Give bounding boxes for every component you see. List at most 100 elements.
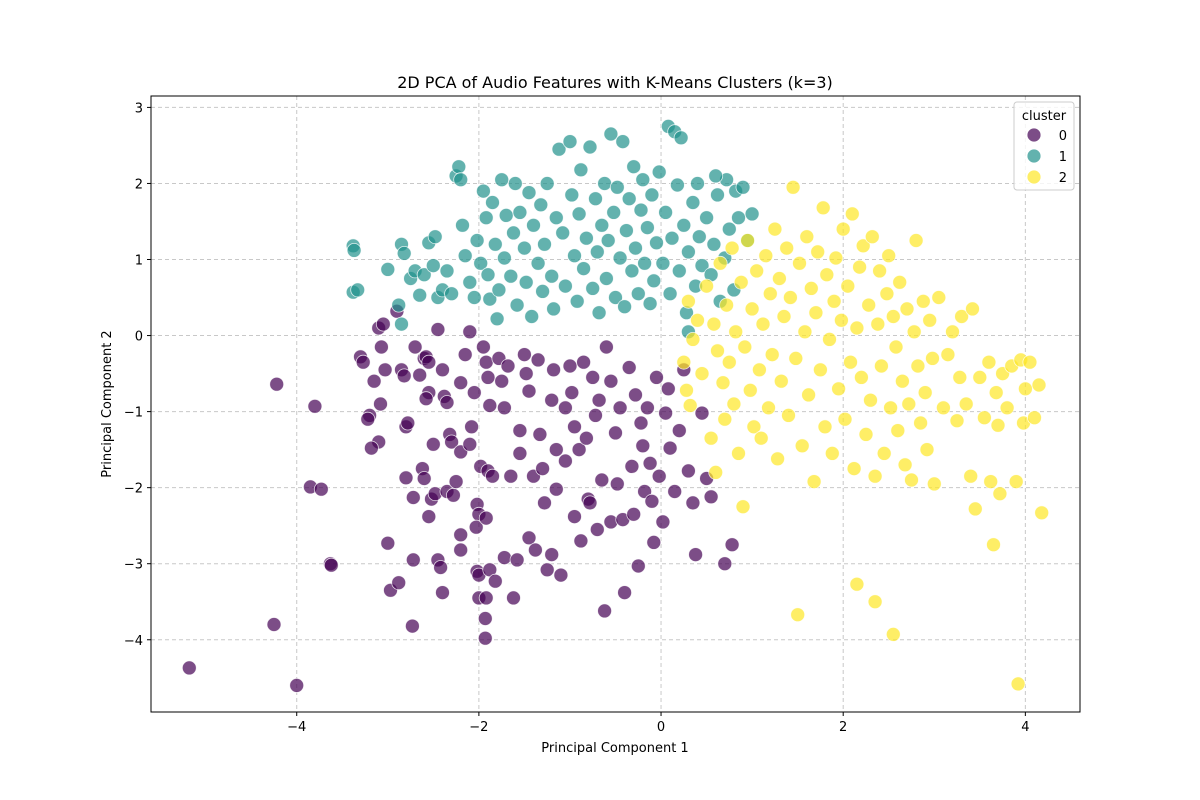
data-point — [462, 436, 478, 452]
data-point — [682, 398, 698, 413]
data-point — [439, 395, 455, 410]
data-point — [478, 210, 494, 226]
data-point — [835, 221, 851, 237]
data-point — [662, 286, 678, 302]
data-point — [949, 413, 965, 429]
data-point — [746, 419, 762, 435]
data-point — [526, 217, 541, 233]
x-tick-label: 0 — [657, 720, 665, 735]
legend-title: cluster — [1022, 109, 1067, 124]
data-point — [849, 576, 865, 592]
data-point — [615, 134, 631, 150]
legend-entries: 0 1 2 — [1026, 127, 1067, 186]
data-point — [453, 375, 469, 391]
data-point — [400, 415, 416, 431]
data-point — [569, 293, 585, 309]
data-point — [694, 258, 710, 274]
data-point — [744, 206, 760, 222]
data-point — [548, 442, 564, 458]
legend-label: 0 — [1059, 129, 1067, 144]
data-point — [726, 396, 742, 412]
data-point — [719, 297, 734, 313]
legend: cluster 0 1 2 — [1013, 101, 1075, 191]
data-point — [797, 324, 813, 340]
data-point — [890, 423, 906, 439]
data-point — [744, 301, 760, 317]
data-point — [635, 438, 651, 454]
data-point — [307, 398, 323, 414]
data-point — [721, 221, 737, 237]
data-point — [530, 255, 546, 271]
data-point — [919, 442, 935, 458]
data-point — [521, 530, 537, 546]
plot-area-frame — [150, 95, 1081, 713]
data-point — [892, 274, 908, 290]
data-point — [478, 354, 494, 370]
data-point — [478, 590, 494, 606]
data-point — [764, 347, 780, 363]
data-point — [360, 411, 376, 427]
data-point — [482, 398, 498, 413]
data-point — [737, 339, 753, 355]
data-point — [375, 316, 391, 332]
data-point — [879, 286, 895, 302]
data-point — [430, 322, 446, 337]
data-point — [749, 263, 765, 279]
data-point — [834, 312, 849, 328]
data-point — [671, 423, 687, 439]
data-point — [790, 607, 806, 623]
data-point — [895, 373, 910, 389]
data-point — [444, 286, 460, 302]
data-point — [521, 383, 537, 399]
data-point — [819, 267, 835, 283]
data-point — [603, 373, 619, 389]
data-point — [967, 501, 983, 517]
data-point — [421, 509, 437, 524]
data-point — [600, 233, 616, 248]
data-point — [806, 474, 822, 490]
data-point — [518, 274, 534, 290]
data-point — [755, 316, 771, 332]
scatter-points — [181, 119, 1050, 693]
data-point — [671, 263, 687, 279]
data-point — [533, 197, 549, 213]
data-point — [904, 472, 919, 488]
data-point — [466, 385, 482, 401]
data-point — [624, 458, 640, 474]
data-point — [558, 400, 573, 416]
data-point — [537, 236, 552, 252]
data-point — [735, 499, 751, 515]
data-point — [988, 385, 1004, 401]
data-point — [710, 343, 725, 359]
data-point — [509, 297, 525, 313]
data-point — [658, 204, 673, 220]
data-point — [391, 575, 407, 591]
data-point — [373, 339, 389, 355]
data-point — [462, 324, 478, 340]
legend-label: 1 — [1059, 150, 1067, 165]
data-point — [646, 273, 662, 289]
data-point — [594, 472, 610, 488]
data-point — [621, 360, 637, 375]
data-point — [530, 352, 546, 368]
data-point — [582, 495, 598, 511]
data-point — [846, 461, 862, 477]
data-point — [863, 392, 878, 408]
data-point — [794, 438, 810, 454]
data-point — [439, 263, 455, 279]
data-point — [783, 290, 798, 305]
data-point — [466, 290, 482, 305]
data-point — [630, 558, 646, 574]
data-point — [826, 293, 842, 309]
data-point — [883, 400, 898, 416]
data-point — [435, 585, 450, 600]
data-point — [624, 263, 640, 279]
data-point — [553, 567, 569, 583]
data-point — [535, 283, 550, 299]
data-point — [655, 255, 671, 271]
data-point — [609, 179, 625, 195]
data-point — [881, 248, 897, 264]
data-point — [694, 366, 710, 382]
data-point — [913, 415, 928, 431]
data-point — [958, 396, 974, 412]
